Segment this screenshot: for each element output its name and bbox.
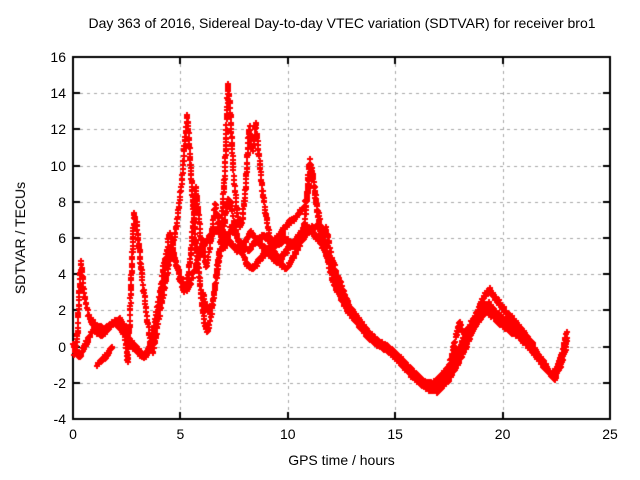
y-tick-label: 12: [50, 121, 66, 138]
chart-title: Day 363 of 2016, Sidereal Day-to-day VTE…: [88, 15, 596, 31]
x-tick-label: 15: [387, 426, 403, 442]
x-tick-label: 20: [494, 426, 511, 442]
y-tick-label: 6: [58, 230, 66, 246]
x-tick-label: 0: [69, 426, 77, 442]
y-tick-label: 8: [58, 193, 66, 210]
x-axis-title: GPS time / hours: [288, 452, 395, 468]
y-tick-label: -4: [53, 411, 66, 427]
x-tick-label: 5: [176, 426, 185, 442]
y-tick-label: -2: [53, 374, 66, 391]
y-tick-label: 0: [58, 338, 66, 355]
y-tick-label: 16: [50, 49, 66, 65]
y-tick-label: 10: [50, 157, 66, 174]
y-tick-label: 2: [58, 302, 66, 319]
y-tick-label: 4: [58, 266, 66, 283]
x-tick-label: 10: [280, 426, 296, 442]
x-tick-label: 25: [602, 426, 618, 442]
y-tick-label: 14: [50, 85, 66, 102]
